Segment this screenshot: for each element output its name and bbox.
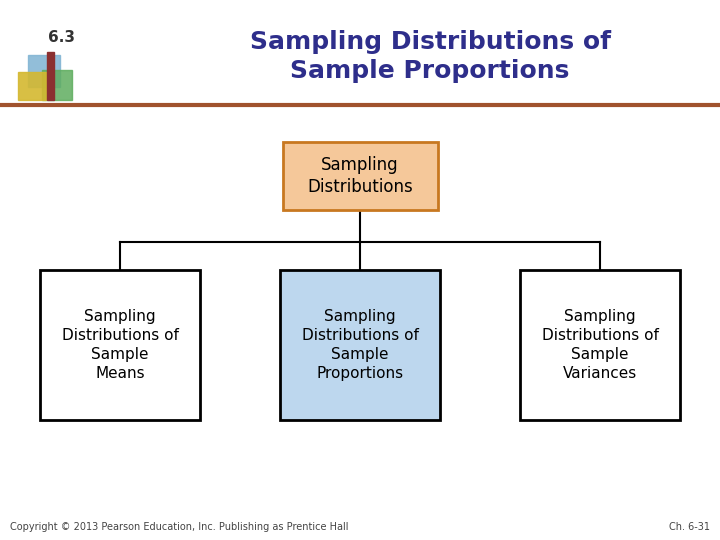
Bar [42,70,72,100]
FancyBboxPatch shape [520,270,680,420]
FancyBboxPatch shape [40,270,200,420]
FancyBboxPatch shape [282,142,438,210]
Text: Sampling
Distributions of
Sample
Variances: Sampling Distributions of Sample Varianc… [541,309,658,381]
Bar [28,55,60,87]
Bar [18,72,46,100]
Text: Copyright © 2013 Pearson Education, Inc. Publishing as Prentice Hall: Copyright © 2013 Pearson Education, Inc.… [10,522,348,532]
Bar [47,52,54,100]
Text: Sampling
Distributions of
Sample
Means: Sampling Distributions of Sample Means [62,309,179,381]
Text: Sampling Distributions of
Sample Proportions: Sampling Distributions of Sample Proport… [250,30,611,83]
Text: Sampling
Distributions of
Sample
Proportions: Sampling Distributions of Sample Proport… [302,309,418,381]
Text: Sampling
Distributions: Sampling Distributions [307,156,413,196]
Text: 6.3: 6.3 [48,30,75,45]
FancyBboxPatch shape [280,270,440,420]
Text: Ch. 6-31: Ch. 6-31 [669,522,710,532]
